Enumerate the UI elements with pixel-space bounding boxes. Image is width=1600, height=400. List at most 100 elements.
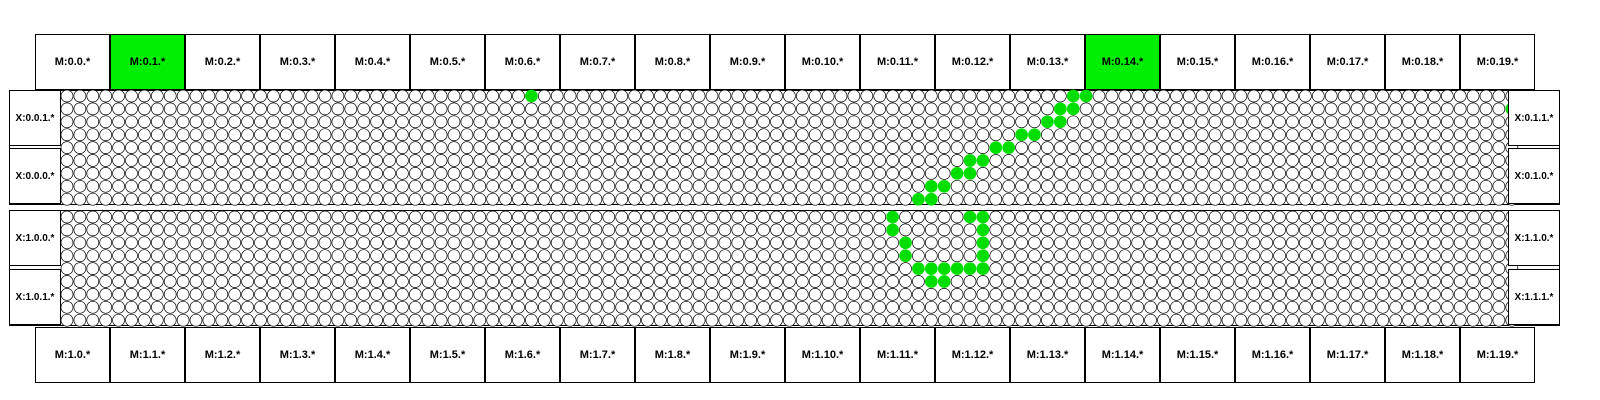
crosspoint[interactable] [112, 115, 125, 129]
crosspoint[interactable] [292, 89, 306, 103]
crosspoint[interactable] [396, 192, 409, 206]
crosspoint[interactable] [434, 223, 448, 237]
crosspoint[interactable] [770, 102, 783, 116]
crosspoint[interactable] [950, 300, 964, 314]
crosspoint[interactable] [1311, 154, 1325, 167]
crosspoint[interactable] [1415, 192, 1428, 206]
crosspoint[interactable] [357, 210, 371, 224]
crosspoint[interactable] [150, 313, 164, 327]
crosspoint[interactable] [279, 128, 293, 142]
crosspoint[interactable] [744, 141, 758, 154]
crosspoint[interactable] [1324, 179, 1338, 193]
crosspoint[interactable] [757, 236, 770, 250]
crosspoint[interactable] [1234, 210, 1248, 224]
crosspoint[interactable] [821, 300, 835, 314]
crosspoint[interactable] [576, 236, 590, 250]
crosspoint[interactable] [757, 89, 770, 103]
crosspoint[interactable] [912, 128, 925, 142]
crosspoint[interactable] [679, 179, 693, 193]
crosspoint[interactable] [976, 167, 990, 180]
crosspoint[interactable] [821, 249, 835, 263]
crosspoint[interactable] [331, 236, 345, 250]
crosspoint[interactable] [1182, 89, 1196, 103]
crosspoint[interactable] [654, 275, 667, 288]
crosspoint[interactable] [176, 192, 190, 206]
crosspoint[interactable] [305, 128, 319, 142]
crosspoint[interactable] [1492, 128, 1506, 142]
crosspoint[interactable] [1066, 288, 1080, 301]
crosspoint[interactable] [886, 167, 899, 180]
crosspoint[interactable] [525, 128, 538, 142]
crosspoint[interactable] [705, 192, 719, 206]
crosspoint[interactable] [525, 192, 538, 206]
crosspoint[interactable] [408, 89, 422, 103]
crosspoint[interactable] [602, 89, 616, 103]
crosspoint[interactable] [795, 167, 809, 180]
crosspoint[interactable] [1092, 262, 1106, 275]
crosspoint[interactable] [1170, 128, 1183, 142]
crosspoint[interactable] [305, 288, 319, 301]
crosspoint[interactable] [1337, 249, 1351, 263]
crosspoint[interactable] [1002, 167, 1016, 180]
crosspoint[interactable] [60, 141, 74, 154]
crosspoint[interactable] [705, 210, 719, 224]
crosspoint[interactable] [628, 192, 641, 206]
crosspoint[interactable] [215, 179, 229, 193]
crosspoint[interactable] [1015, 141, 1028, 154]
crosspoint[interactable] [1195, 300, 1209, 314]
crosspoint[interactable] [331, 223, 345, 237]
crosspoint[interactable] [834, 288, 848, 301]
crosspoint[interactable] [1157, 115, 1170, 129]
crosspoint[interactable] [1118, 192, 1132, 206]
crosspoint[interactable] [1311, 179, 1325, 193]
crosspoint[interactable] [1299, 128, 1312, 142]
crosspoint[interactable] [460, 210, 474, 224]
crosspoint[interactable] [1028, 179, 1041, 193]
crosspoint[interactable] [1389, 167, 1403, 180]
crosspoint[interactable] [499, 223, 512, 237]
crosspoint[interactable] [1415, 313, 1428, 327]
crosspoint[interactable] [73, 192, 87, 206]
crosspoint[interactable] [718, 192, 732, 206]
crosspoint[interactable] [1492, 154, 1506, 167]
crosspoint[interactable] [1440, 313, 1454, 327]
crosspoint[interactable] [976, 275, 990, 288]
crosspoint[interactable] [421, 223, 435, 237]
crosspoint[interactable] [163, 288, 177, 301]
crosspoint[interactable] [692, 89, 706, 103]
crosspoint[interactable] [1247, 236, 1261, 250]
crosspoint[interactable] [460, 236, 474, 250]
crosspoint[interactable] [821, 102, 835, 116]
crosspoint[interactable] [1002, 102, 1016, 116]
crosspoint[interactable] [1389, 249, 1403, 263]
crosspoint[interactable] [1311, 300, 1325, 314]
crosspoint[interactable] [473, 89, 487, 103]
crosspoint[interactable] [770, 192, 783, 206]
crosspoint[interactable] [666, 288, 680, 301]
crosspoint[interactable] [357, 288, 371, 301]
crosspoint[interactable] [1118, 313, 1132, 327]
crosspoint[interactable] [176, 275, 190, 288]
crosspoint[interactable] [976, 192, 990, 206]
crosspoint[interactable] [1247, 288, 1261, 301]
crosspoint[interactable] [150, 154, 164, 167]
crosspoint[interactable] [512, 115, 525, 129]
crosspoint[interactable] [589, 288, 603, 301]
crosspoint[interactable] [1350, 141, 1364, 154]
crosspoint[interactable] [499, 192, 512, 206]
crosspoint[interactable] [228, 236, 242, 250]
crosspoint[interactable] [1221, 89, 1235, 103]
crosspoint[interactable] [1311, 313, 1325, 327]
crosspoint[interactable] [1041, 179, 1054, 193]
crosspoint[interactable] [228, 167, 242, 180]
crosspoint[interactable] [421, 89, 435, 103]
crosspoint[interactable] [1492, 89, 1506, 103]
crosspoint[interactable] [950, 102, 964, 116]
crosspoint[interactable] [1350, 167, 1364, 180]
crosspoint[interactable] [795, 89, 809, 103]
crosspoint[interactable] [924, 223, 938, 237]
crosspoint[interactable] [679, 154, 693, 167]
crosspoint[interactable] [383, 249, 396, 263]
crosspoint[interactable] [770, 167, 783, 180]
crosspoint[interactable] [1028, 262, 1041, 275]
